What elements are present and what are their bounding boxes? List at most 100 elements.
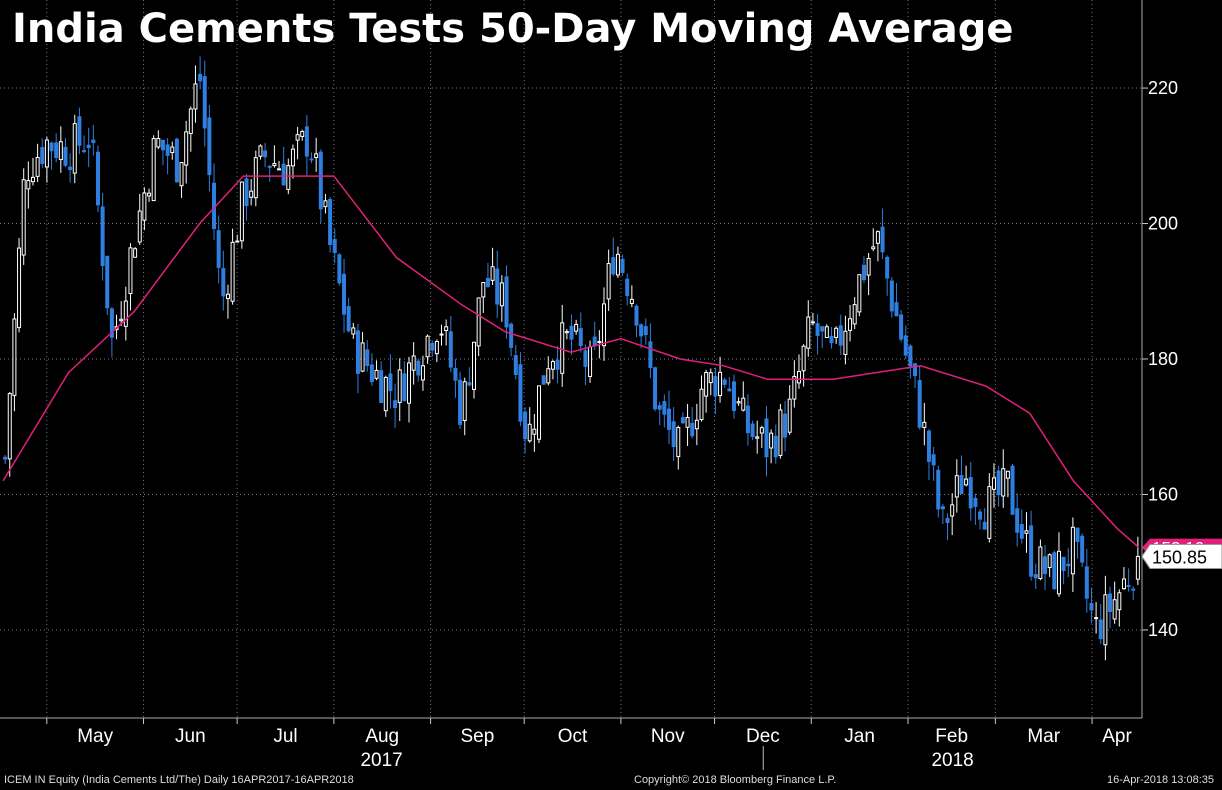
candle-body: [875, 231, 880, 244]
candle-body: [346, 306, 351, 332]
candle-body: [555, 359, 560, 370]
candle-body: [323, 200, 328, 208]
candle-body: [225, 293, 230, 300]
candle-body: [620, 258, 625, 273]
candle-body: [272, 163, 277, 167]
candle-body: [1066, 563, 1071, 567]
candle-body: [193, 83, 198, 110]
candle-body: [597, 341, 602, 344]
candle-body: [286, 165, 291, 190]
candle-body: [1029, 525, 1034, 577]
candle-body: [467, 382, 472, 386]
candle-body: [198, 73, 203, 82]
candle-body: [184, 131, 189, 166]
candle-body: [592, 336, 597, 347]
y-tick-label: 220: [1148, 78, 1178, 98]
x-month-label: Oct: [558, 726, 588, 747]
candle-body: [458, 379, 463, 425]
candle-body: [708, 372, 713, 384]
candle-body: [318, 151, 323, 210]
candle-body: [666, 408, 671, 430]
candle-body: [611, 257, 616, 275]
candle-body: [365, 349, 370, 366]
candle-body: [996, 470, 1001, 496]
candle-body: [1005, 470, 1010, 479]
candle-body: [852, 304, 857, 325]
candle-body: [77, 116, 82, 146]
candle-body: [379, 370, 384, 404]
candle-body: [1135, 555, 1140, 580]
candle-body: [142, 192, 147, 221]
candle-body: [7, 393, 12, 460]
candle-body: [253, 157, 258, 199]
candle-body: [523, 411, 528, 440]
grid: [0, 0, 1142, 718]
candle-body: [1043, 556, 1048, 575]
candle-body: [462, 381, 467, 421]
candle-body: [588, 346, 593, 377]
candle-body: [258, 145, 263, 157]
candle-body: [54, 142, 59, 159]
candle-body: [123, 300, 128, 327]
last-price-badge: [1141, 543, 1222, 569]
x-month-label: Jan: [844, 726, 875, 747]
candle-body: [509, 323, 514, 348]
candle-body: [174, 138, 179, 183]
x-month-label: Nov: [651, 726, 685, 747]
candle-body: [1126, 584, 1131, 587]
candle-body: [267, 165, 272, 168]
candle-body: [792, 375, 797, 400]
candle-body: [615, 253, 620, 276]
x-month-label: Sep: [460, 726, 494, 747]
y-tick-label: 180: [1148, 349, 1178, 369]
candle-body: [926, 430, 931, 462]
candle-body: [759, 427, 764, 434]
candle-body: [1131, 588, 1136, 591]
candle-body: [1080, 535, 1085, 563]
candle-body: [91, 139, 96, 144]
candle-body: [1010, 465, 1015, 515]
candle-body: [295, 134, 300, 141]
y-tick-label: 140: [1148, 620, 1178, 640]
candle-body: [119, 318, 124, 322]
x-month-label: Jul: [273, 726, 297, 747]
price-candles: [3, 56, 1140, 661]
candle-body: [671, 421, 676, 448]
candle-body: [625, 278, 630, 296]
candle-body: [109, 308, 114, 338]
candle-body: [137, 210, 142, 243]
candle-body: [741, 397, 746, 411]
candle-body: [21, 179, 26, 256]
candle-body: [402, 373, 407, 402]
candle-body: [40, 147, 45, 165]
candle-body: [3, 456, 8, 460]
candle-body: [239, 181, 244, 242]
candle-body: [235, 240, 240, 243]
candle-body: [151, 138, 156, 202]
candle-body: [1075, 527, 1080, 542]
candle-body: [680, 417, 685, 424]
candle-body: [133, 248, 138, 258]
candle-body: [639, 324, 644, 337]
candle-body: [676, 427, 681, 458]
candle-body: [82, 150, 87, 153]
candle-body: [894, 302, 899, 317]
candle-body: [699, 388, 704, 421]
candle-body: [940, 506, 945, 510]
y-tick-label: 160: [1148, 484, 1178, 504]
candle-body: [156, 138, 161, 148]
candle-body: [769, 432, 774, 449]
candle-body: [1024, 530, 1029, 534]
candle-body: [736, 401, 741, 404]
candle-body: [801, 345, 806, 372]
footer-copyright: Copyright© 2018 Bloomberg Finance L.P.: [634, 774, 837, 786]
candle-body: [397, 369, 402, 403]
candle-body: [147, 192, 152, 197]
candle-body: [601, 303, 606, 347]
candle-body: [448, 331, 453, 368]
candle-body: [968, 477, 973, 509]
candle-body: [504, 276, 509, 328]
candle-body: [643, 326, 648, 336]
footer-ticker: ICEM IN Equity (India Cements Ltd/The) D…: [4, 774, 354, 786]
candle-body: [773, 435, 778, 458]
